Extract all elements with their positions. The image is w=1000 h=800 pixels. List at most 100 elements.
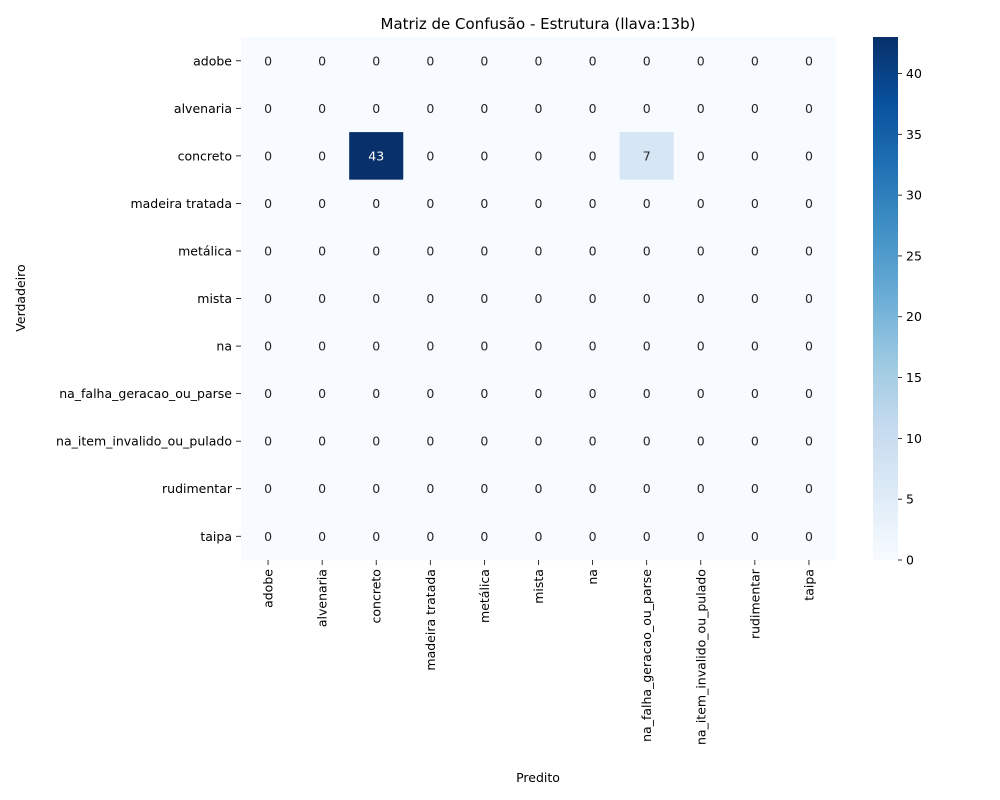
heatmap-cell bbox=[403, 464, 458, 513]
heatmap-cell bbox=[403, 84, 458, 133]
heatmap-cell bbox=[511, 512, 567, 561]
heatmap-cell bbox=[673, 464, 729, 513]
cell-value-label: 0 bbox=[751, 196, 759, 211]
cell-value-label: 0 bbox=[480, 53, 488, 68]
cell-value-label: 0 bbox=[697, 243, 705, 258]
heatmap-cell bbox=[403, 322, 458, 371]
cell-value-label: 0 bbox=[318, 148, 326, 163]
cell-value-label: 0 bbox=[426, 243, 434, 258]
cell-value-label: 0 bbox=[535, 481, 543, 496]
heatmap-cell bbox=[349, 369, 404, 418]
cell-value-label: 0 bbox=[318, 386, 326, 401]
heatmap-cell bbox=[457, 227, 512, 276]
cell-value-label: 0 bbox=[318, 481, 326, 496]
cell-value-label: 0 bbox=[372, 291, 380, 306]
x-axis-label: Predito bbox=[516, 770, 560, 785]
heatmap-cell bbox=[727, 37, 783, 86]
cell-value-label: 0 bbox=[318, 101, 326, 116]
x-tick-label: concreto bbox=[369, 569, 384, 623]
cell-value-label: 0 bbox=[426, 291, 434, 306]
heatmap-cell bbox=[403, 369, 458, 418]
cell-value-label: 0 bbox=[372, 53, 380, 68]
heatmap-cell bbox=[565, 322, 621, 371]
heatmap-cell bbox=[781, 512, 837, 561]
cell-value-label: 0 bbox=[643, 53, 651, 68]
heatmap-cell bbox=[727, 417, 783, 466]
heatmap-cell bbox=[781, 274, 837, 323]
cell-value-label: 0 bbox=[589, 148, 597, 163]
heatmap-cells: 0 0 0 0 0 0 0 0 0 0 0 0 0 0 0 0 0 0 0 0 0 0 0 0 43 0 0 0 0 7 0 0 0 0 0 0 0 0 0… bbox=[241, 37, 837, 561]
heatmap-cell bbox=[511, 84, 567, 133]
heatmap-cell bbox=[565, 179, 621, 228]
cell-value-label: 0 bbox=[426, 339, 434, 354]
cell-value-label: 0 bbox=[480, 101, 488, 116]
cell-value-label: 0 bbox=[805, 529, 813, 544]
cell-value-label: 0 bbox=[480, 291, 488, 306]
cell-value-label: 0 bbox=[697, 53, 705, 68]
colorbar-tick-label: 25 bbox=[906, 248, 922, 263]
cell-value-label: 0 bbox=[372, 243, 380, 258]
cell-value-label: 0 bbox=[697, 291, 705, 306]
heatmap-cell bbox=[241, 369, 296, 418]
x-tick-label: mista bbox=[531, 569, 546, 604]
cell-value-label: 43 bbox=[368, 148, 384, 163]
heatmap-cell bbox=[727, 369, 783, 418]
heatmap-cell bbox=[457, 37, 512, 86]
heatmap-cell bbox=[781, 179, 837, 228]
cell-value-label: 0 bbox=[372, 101, 380, 116]
cell-value-label: 0 bbox=[643, 101, 651, 116]
cell-value-label: 0 bbox=[535, 196, 543, 211]
cell-value-label: 0 bbox=[264, 196, 272, 211]
cell-value-label: 0 bbox=[805, 101, 813, 116]
cell-value-label: 0 bbox=[318, 339, 326, 354]
cell-value-label: 0 bbox=[751, 386, 759, 401]
heatmap-cell bbox=[349, 84, 404, 133]
heatmap-cell bbox=[403, 512, 458, 561]
colorbar-tick-label: 30 bbox=[906, 188, 922, 203]
cell-value-label: 0 bbox=[264, 53, 272, 68]
cell-value-label: 0 bbox=[372, 196, 380, 211]
cell-value-label: 0 bbox=[751, 434, 759, 449]
heatmap-cell bbox=[727, 179, 783, 228]
heatmap-cell bbox=[403, 179, 458, 228]
heatmap-cell bbox=[349, 512, 404, 561]
cell-value-label: 0 bbox=[589, 434, 597, 449]
heatmap-cell bbox=[457, 417, 512, 466]
heatmap-cell bbox=[673, 512, 729, 561]
cell-value-label: 0 bbox=[805, 196, 813, 211]
heatmap-cell bbox=[619, 179, 675, 228]
heatmap-cell bbox=[295, 84, 350, 133]
cell-value-label: 0 bbox=[535, 529, 543, 544]
heatmap-cell bbox=[673, 37, 729, 86]
heatmap-cell bbox=[403, 227, 458, 276]
cell-value-label: 0 bbox=[805, 148, 813, 163]
cell-value-label: 0 bbox=[264, 148, 272, 163]
heatmap-cell bbox=[295, 179, 350, 228]
heatmap-cell bbox=[727, 132, 783, 181]
heatmap-cell bbox=[781, 132, 837, 181]
heatmap-cell bbox=[295, 417, 350, 466]
y-axis-label: Verdadeiro bbox=[13, 264, 28, 331]
heatmap-cell bbox=[241, 274, 296, 323]
heatmap-cell bbox=[673, 369, 729, 418]
y-tick-label: taipa bbox=[200, 529, 232, 544]
cell-value-label: 0 bbox=[589, 339, 597, 354]
y-tick-label: na_falha_geracao_ou_parse bbox=[59, 386, 232, 401]
cell-value-label: 0 bbox=[697, 481, 705, 496]
heatmap-cell bbox=[511, 417, 567, 466]
cell-value-label: 0 bbox=[805, 386, 813, 401]
x-tick-label: adobe bbox=[261, 569, 276, 608]
cell-value-label: 0 bbox=[264, 481, 272, 496]
heatmap-cell bbox=[457, 132, 512, 181]
heatmap-cell bbox=[241, 179, 296, 228]
cell-value-label: 0 bbox=[264, 291, 272, 306]
heatmap-cell bbox=[295, 369, 350, 418]
heatmap-cell bbox=[241, 84, 296, 133]
heatmap-cell bbox=[619, 227, 675, 276]
heatmap-cell bbox=[241, 37, 296, 86]
cell-value-label: 0 bbox=[480, 529, 488, 544]
y-tick-label: mista bbox=[197, 291, 232, 306]
cell-value-label: 0 bbox=[480, 243, 488, 258]
cell-value-label: 0 bbox=[697, 386, 705, 401]
